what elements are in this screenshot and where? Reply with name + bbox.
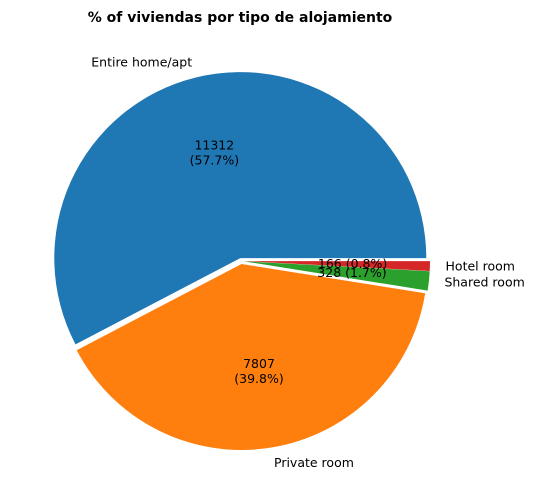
pie-labels: Entire home/apt 11312 (57.7%) Private room 7… xyxy=(91,54,525,470)
slice-data-label: 7807 (39.8%) xyxy=(234,356,283,386)
pie-slice-private-room xyxy=(76,263,426,450)
chart-title: % of viviendas por tipo de alojamiento xyxy=(88,10,393,26)
slice-category-label: Private room xyxy=(274,455,354,470)
slice-data-label: 328 (1.7%) xyxy=(317,265,386,280)
slice-data-label: 11312 (57.7%) xyxy=(190,138,239,168)
pie-slices xyxy=(54,72,430,450)
slice-category-label: Entire home/apt xyxy=(91,54,192,69)
slice-data-label: 166 (0.8%) xyxy=(318,256,387,271)
slice-category-label: Shared room xyxy=(444,275,524,290)
pie-slice-hotel-room xyxy=(243,261,430,271)
pie-slice-shared-room xyxy=(243,261,430,291)
pie-slice-entire-home-apt xyxy=(54,72,427,345)
slice-category-label: Hotel room xyxy=(446,258,515,273)
